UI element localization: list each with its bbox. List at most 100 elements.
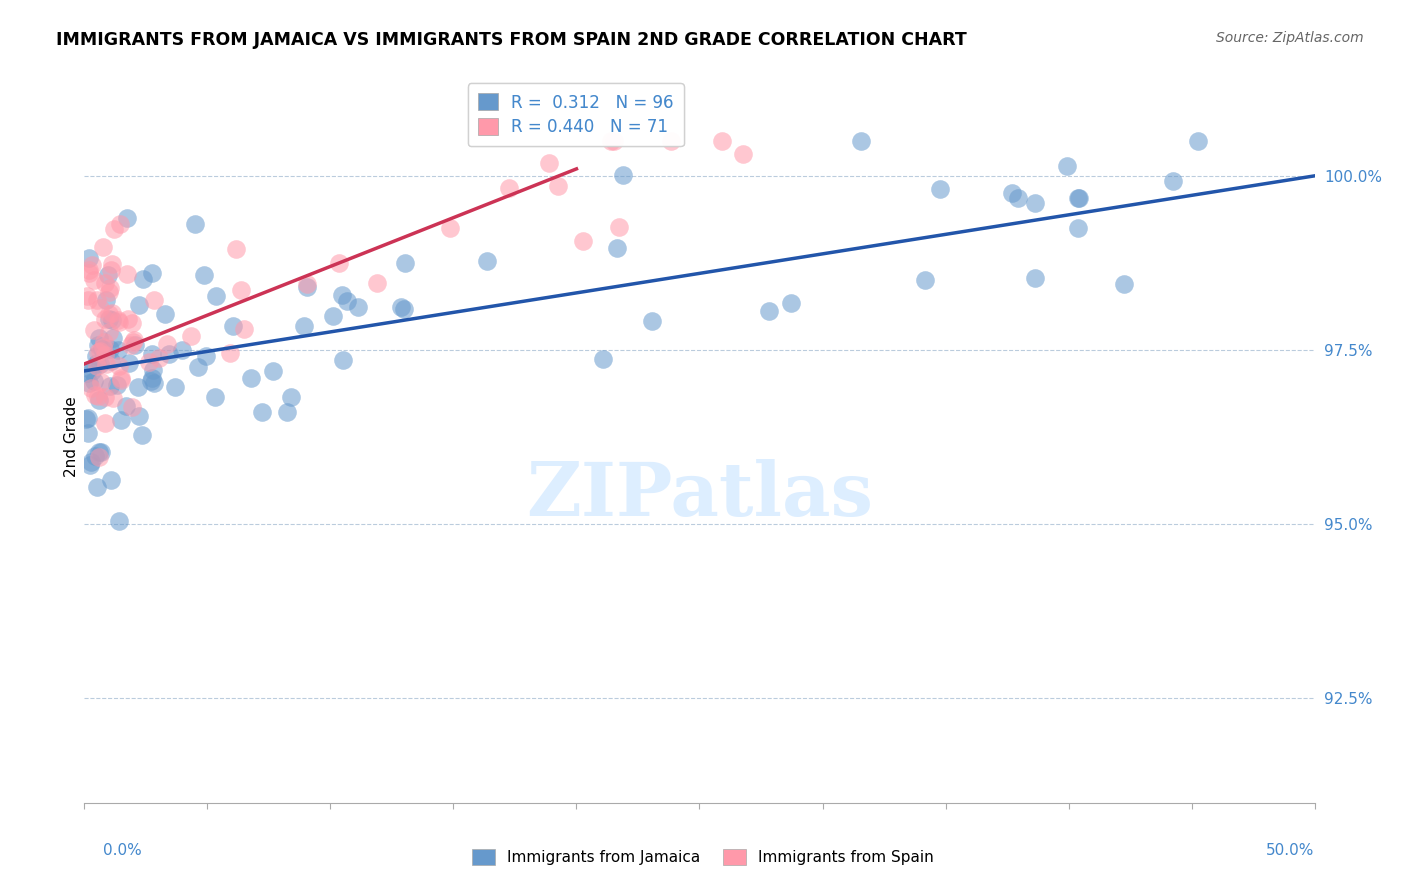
Point [79, 458, 101, 472]
Point [117, 311, 139, 326]
Point [366, 276, 388, 290]
Point [153, 307, 176, 321]
Point [498, 181, 520, 195]
Point [96, 293, 118, 307]
Point [98, 379, 121, 393]
Point [132, 271, 155, 285]
Text: IMMIGRANTS FROM JAMAICA VS IMMIGRANTS FROM SPAIN 2ND GRADE CORRELATION CHART: IMMIGRANTS FROM JAMAICA VS IMMIGRANTS FR… [56, 31, 967, 49]
Point [110, 371, 132, 385]
Point [83, 323, 105, 337]
Point [143, 376, 166, 390]
Point [1112, 277, 1135, 292]
Point [193, 268, 215, 282]
Point [165, 380, 187, 394]
Point [97, 307, 120, 321]
Point [121, 334, 143, 349]
Point [115, 267, 138, 281]
Point [121, 316, 143, 330]
Point [100, 263, 122, 277]
Point [394, 256, 416, 270]
Point [731, 147, 754, 161]
Point [87, 338, 110, 352]
Point [100, 473, 122, 487]
Point [110, 412, 132, 426]
Point [80, 382, 103, 396]
Point [603, 134, 626, 148]
Point [1067, 221, 1090, 235]
Point [76, 410, 98, 425]
Point [607, 220, 630, 235]
Point [225, 242, 247, 256]
Point [219, 345, 242, 359]
Point [239, 371, 262, 385]
Point [91, 340, 114, 354]
Point [592, 352, 614, 367]
Point [295, 280, 318, 294]
Point [110, 373, 132, 387]
Point [159, 347, 181, 361]
Point [1001, 186, 1024, 200]
Point [222, 319, 245, 334]
Point [250, 405, 273, 419]
Legend: R =  0.312   N = 96, R = 0.440   N = 71: R = 0.312 N = 96, R = 0.440 N = 71 [468, 83, 683, 146]
Point [101, 312, 124, 326]
Point [101, 257, 124, 271]
Point [1069, 191, 1091, 205]
Point [330, 288, 353, 302]
Point [205, 289, 228, 303]
Point [141, 347, 163, 361]
Point [606, 241, 628, 255]
Point [108, 514, 131, 528]
Point [76, 366, 98, 380]
Point [107, 343, 129, 357]
Point [83, 273, 105, 287]
Point [710, 134, 733, 148]
Point [100, 354, 122, 368]
Point [183, 217, 205, 231]
Point [80, 258, 103, 272]
Text: 0.0%: 0.0% [103, 843, 142, 858]
Point [600, 134, 623, 148]
Point [91, 240, 114, 254]
Point [115, 211, 138, 226]
Point [346, 300, 368, 314]
Point [439, 221, 461, 235]
Point [80, 455, 103, 469]
Point [84, 388, 107, 402]
Point [204, 390, 226, 404]
Point [758, 304, 780, 318]
Point [87, 344, 110, 359]
Point [547, 179, 569, 194]
Point [77, 293, 100, 307]
Point [98, 343, 121, 357]
Legend: Immigrants from Jamaica, Immigrants from Spain: Immigrants from Jamaica, Immigrants from… [465, 843, 941, 871]
Point [90, 445, 112, 459]
Point [89, 331, 111, 345]
Point [332, 352, 354, 367]
Point [142, 362, 165, 376]
Point [86, 480, 108, 494]
Point [87, 450, 110, 464]
Point [94, 417, 117, 431]
Point [195, 349, 218, 363]
Point [640, 314, 662, 328]
Point [98, 325, 121, 339]
Point [131, 427, 153, 442]
Point [295, 277, 318, 292]
Point [262, 364, 284, 378]
Point [328, 256, 350, 270]
Point [1161, 174, 1184, 188]
Point [394, 302, 416, 317]
Text: ZIPatlas: ZIPatlas [526, 459, 873, 533]
Point [89, 392, 111, 407]
Point [118, 356, 141, 370]
Point [84, 349, 107, 363]
Point [475, 253, 498, 268]
Point [1056, 160, 1078, 174]
Point [187, 359, 209, 374]
Point [128, 409, 150, 424]
Point [1067, 192, 1090, 206]
Point [612, 168, 634, 182]
Point [84, 449, 107, 463]
Point [76, 426, 98, 441]
